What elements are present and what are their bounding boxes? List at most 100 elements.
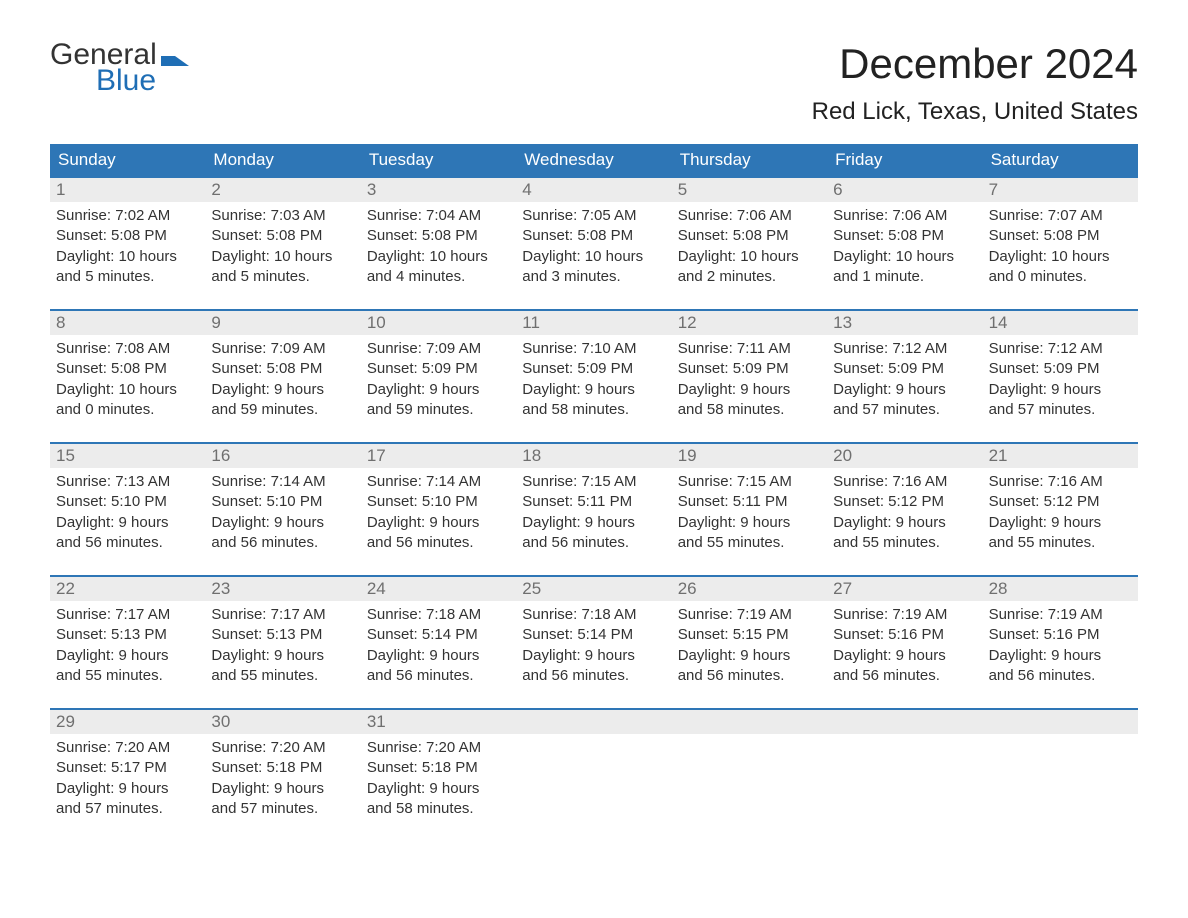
day-number-row [516, 710, 671, 734]
day-line-d1: Daylight: 9 hours [56, 513, 199, 533]
day-number: 9 [205, 311, 360, 335]
day-body: Sunrise: 7:18 AMSunset: 5:14 PMDaylight:… [361, 601, 516, 692]
day-cell: 12Sunrise: 7:11 AMSunset: 5:09 PMDayligh… [672, 311, 827, 426]
day-number-row: 17 [361, 444, 516, 468]
day-number-row: 22 [50, 577, 205, 601]
day-line-sunrise: Sunrise: 7:17 AM [56, 605, 199, 625]
day-line-d2: and 56 minutes. [522, 533, 665, 553]
day-line-sunrise: Sunrise: 7:09 AM [211, 339, 354, 359]
day-line-sunrise: Sunrise: 7:12 AM [833, 339, 976, 359]
day-number-row: 15 [50, 444, 205, 468]
day-number-row: 11 [516, 311, 671, 335]
day-line-d2: and 3 minutes. [522, 267, 665, 287]
day-line-d1: Daylight: 10 hours [367, 247, 510, 267]
day-line-sunrise: Sunrise: 7:20 AM [211, 738, 354, 758]
day-number-row: 9 [205, 311, 360, 335]
day-number [983, 710, 1138, 734]
day-number-row: 2 [205, 178, 360, 202]
day-body: Sunrise: 7:12 AMSunset: 5:09 PMDaylight:… [827, 335, 982, 426]
day-number-row: 21 [983, 444, 1138, 468]
day-number: 24 [361, 577, 516, 601]
day-line-sunset: Sunset: 5:18 PM [367, 758, 510, 778]
day-body: Sunrise: 7:10 AMSunset: 5:09 PMDaylight:… [516, 335, 671, 426]
day-body: Sunrise: 7:09 AMSunset: 5:08 PMDaylight:… [205, 335, 360, 426]
day-line-d2: and 0 minutes. [989, 267, 1132, 287]
day-cell: 25Sunrise: 7:18 AMSunset: 5:14 PMDayligh… [516, 577, 671, 692]
day-line-d1: Daylight: 9 hours [678, 380, 821, 400]
day-line-d2: and 55 minutes. [211, 666, 354, 686]
day-number-row: 3 [361, 178, 516, 202]
day-number: 6 [827, 178, 982, 202]
week-row: 8Sunrise: 7:08 AMSunset: 5:08 PMDaylight… [50, 309, 1138, 426]
day-cell: 8Sunrise: 7:08 AMSunset: 5:08 PMDaylight… [50, 311, 205, 426]
top-bar: General Blue December 2024 Red Lick, Tex… [50, 40, 1138, 126]
day-number [827, 710, 982, 734]
day-line-sunrise: Sunrise: 7:10 AM [522, 339, 665, 359]
day-line-sunset: Sunset: 5:10 PM [367, 492, 510, 512]
day-line-d1: Daylight: 9 hours [367, 779, 510, 799]
day-line-d1: Daylight: 9 hours [367, 380, 510, 400]
week-row: 22Sunrise: 7:17 AMSunset: 5:13 PMDayligh… [50, 575, 1138, 692]
day-line-sunset: Sunset: 5:10 PM [56, 492, 199, 512]
day-line-sunset: Sunset: 5:09 PM [678, 359, 821, 379]
day-body: Sunrise: 7:18 AMSunset: 5:14 PMDaylight:… [516, 601, 671, 692]
day-body: Sunrise: 7:03 AMSunset: 5:08 PMDaylight:… [205, 202, 360, 293]
day-line-d1: Daylight: 9 hours [833, 380, 976, 400]
day-line-d2: and 57 minutes. [56, 799, 199, 819]
day-cell: 15Sunrise: 7:13 AMSunset: 5:10 PMDayligh… [50, 444, 205, 559]
day-line-d1: Daylight: 9 hours [367, 513, 510, 533]
day-line-sunset: Sunset: 5:09 PM [367, 359, 510, 379]
day-header: Monday [205, 144, 360, 176]
day-line-d1: Daylight: 9 hours [211, 779, 354, 799]
day-number: 30 [205, 710, 360, 734]
day-line-sunset: Sunset: 5:12 PM [833, 492, 976, 512]
day-body: Sunrise: 7:12 AMSunset: 5:09 PMDaylight:… [983, 335, 1138, 426]
day-line-sunset: Sunset: 5:08 PM [989, 226, 1132, 246]
day-cell: 20Sunrise: 7:16 AMSunset: 5:12 PMDayligh… [827, 444, 982, 559]
day-body: Sunrise: 7:19 AMSunset: 5:16 PMDaylight:… [983, 601, 1138, 692]
day-line-d2: and 57 minutes. [833, 400, 976, 420]
day-number: 2 [205, 178, 360, 202]
day-line-d2: and 55 minutes. [833, 533, 976, 553]
day-cell: 19Sunrise: 7:15 AMSunset: 5:11 PMDayligh… [672, 444, 827, 559]
day-cell: 24Sunrise: 7:18 AMSunset: 5:14 PMDayligh… [361, 577, 516, 692]
day-line-sunset: Sunset: 5:17 PM [56, 758, 199, 778]
day-line-sunset: Sunset: 5:18 PM [211, 758, 354, 778]
day-number-row: 7 [983, 178, 1138, 202]
day-number: 3 [361, 178, 516, 202]
day-number-row: 19 [672, 444, 827, 468]
day-number-row: 1 [50, 178, 205, 202]
day-number: 4 [516, 178, 671, 202]
day-cell: 14Sunrise: 7:12 AMSunset: 5:09 PMDayligh… [983, 311, 1138, 426]
day-line-d1: Daylight: 9 hours [56, 646, 199, 666]
day-line-sunrise: Sunrise: 7:16 AM [833, 472, 976, 492]
day-cell: 1Sunrise: 7:02 AMSunset: 5:08 PMDaylight… [50, 178, 205, 293]
day-line-d1: Daylight: 10 hours [56, 380, 199, 400]
day-line-d2: and 56 minutes. [367, 533, 510, 553]
day-number-row: 10 [361, 311, 516, 335]
day-line-d2: and 56 minutes. [367, 666, 510, 686]
day-number-row: 4 [516, 178, 671, 202]
day-number-row: 12 [672, 311, 827, 335]
day-cell: 4Sunrise: 7:05 AMSunset: 5:08 PMDaylight… [516, 178, 671, 293]
day-line-sunset: Sunset: 5:08 PM [833, 226, 976, 246]
day-number: 10 [361, 311, 516, 335]
day-line-d2: and 57 minutes. [211, 799, 354, 819]
day-number-row: 20 [827, 444, 982, 468]
day-line-d2: and 56 minutes. [522, 666, 665, 686]
day-number [516, 710, 671, 734]
day-header: Friday [827, 144, 982, 176]
day-line-sunrise: Sunrise: 7:06 AM [833, 206, 976, 226]
day-header: Sunday [50, 144, 205, 176]
day-line-sunrise: Sunrise: 7:14 AM [367, 472, 510, 492]
day-line-d1: Daylight: 9 hours [678, 646, 821, 666]
day-line-d1: Daylight: 9 hours [989, 646, 1132, 666]
day-line-d1: Daylight: 10 hours [833, 247, 976, 267]
day-body: Sunrise: 7:04 AMSunset: 5:08 PMDaylight:… [361, 202, 516, 293]
day-line-sunset: Sunset: 5:12 PM [989, 492, 1132, 512]
day-line-sunset: Sunset: 5:08 PM [56, 226, 199, 246]
day-body: Sunrise: 7:17 AMSunset: 5:13 PMDaylight:… [50, 601, 205, 692]
day-body: Sunrise: 7:14 AMSunset: 5:10 PMDaylight:… [361, 468, 516, 559]
day-line-sunrise: Sunrise: 7:16 AM [989, 472, 1132, 492]
day-line-sunrise: Sunrise: 7:02 AM [56, 206, 199, 226]
